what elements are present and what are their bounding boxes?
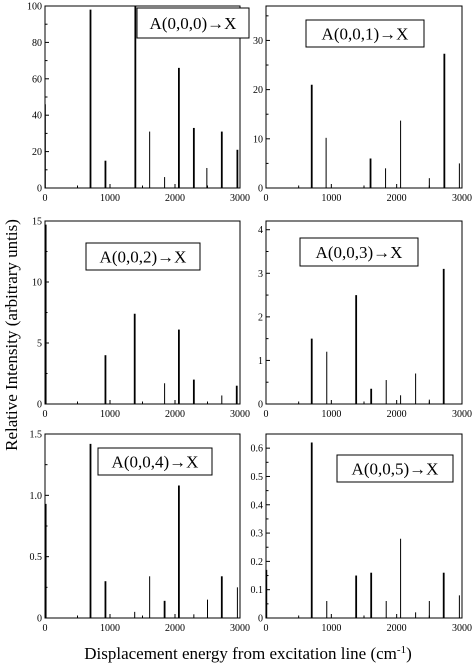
x-tick-label: 1000 (321, 409, 341, 420)
x-tick-label: 0 (264, 623, 269, 634)
y-tick-label: 0.4 (251, 500, 264, 511)
panel-title: A(0,0,0)→X (150, 14, 237, 33)
panel-title-box (136, 7, 250, 39)
panel-3: 0 1000 2000 3000 0 5 10 15 A(0,0,2)→X (32, 217, 250, 421)
y-tick-label: 60 (32, 74, 42, 85)
x-tick-label: 3000 (452, 409, 472, 420)
x-tick-label: 0 (43, 623, 48, 634)
panel-2: 0 1000 2000 3000 0 10 20 30 A(0,0,1)→X (253, 5, 472, 204)
x-tick-label: 2000 (387, 193, 407, 204)
y-tick-label: 0.5 (251, 472, 264, 483)
panel-title-box (336, 454, 454, 483)
x-axis-label: Displacement energy from excitation line… (84, 644, 412, 663)
y-tick-label: 0 (258, 184, 263, 195)
panel-title-box (85, 242, 201, 271)
y-tick-label: 0.5 (30, 552, 43, 563)
y-tick-label: 20 (32, 147, 42, 158)
x-tick-label: 3000 (452, 623, 472, 634)
y-axis-label: Relative Intensity (arbitrary untis) (2, 219, 21, 451)
panel-title-box (305, 19, 425, 48)
y-tick-label: 0 (37, 400, 42, 411)
y-tick-label: 0.6 (251, 444, 264, 455)
x-tick-label: 0 (43, 409, 48, 420)
x-tick-label: 3000 (230, 623, 250, 634)
y-tick-label: 1.5 (30, 430, 43, 441)
panel-title: A(0,0,5)→X (352, 460, 439, 479)
x-tick-label: 2000 (165, 623, 185, 634)
panel-1: 0 1000 2000 3000 0 20 40 60 80 100 A(0,0,0)→X (27, 2, 250, 205)
y-tick-label: 0.1 (251, 585, 264, 596)
y-tick-label: 4 (258, 225, 263, 236)
y-tick-label: 5 (37, 339, 42, 350)
x-tick-label: 0 (43, 193, 48, 204)
panel-title: A(0,0,1)→X (322, 25, 409, 44)
panel-5: 0 1000 2000 3000 0 0.5 1.0 1.5 A(0,0,4)→X (30, 430, 251, 635)
x-tick-label: 2000 (165, 193, 185, 204)
x-tick-label: 1000 (100, 409, 120, 420)
y-tick-label: 30 (253, 36, 263, 47)
x-tick-label: 1000 (321, 623, 341, 634)
x-tick-label: 2000 (387, 409, 407, 420)
y-tick-label: 10 (253, 134, 263, 145)
panel-4: 0 1000 2000 3000 0 1 2 3 4 A(0,0,3)→X (258, 220, 472, 420)
y-tick-label: 0.3 (251, 529, 264, 540)
panel-title-box (97, 447, 213, 476)
y-tick-label: 1 (258, 356, 263, 367)
x-tick-label: 2000 (165, 409, 185, 420)
y-tick-label: 3 (258, 269, 263, 280)
x-tick-label: 0 (264, 409, 269, 420)
y-tick-label: 80 (32, 38, 42, 49)
panel-title: A(0,0,2)→X (100, 248, 187, 267)
x-tick-label: 1000 (100, 623, 120, 634)
y-tick-label: 15 (32, 217, 42, 228)
x-tick-label: 0 (264, 193, 269, 204)
y-tick-label: 10 (32, 278, 42, 289)
y-tick-label: 40 (32, 111, 42, 122)
y-tick-label: 20 (253, 85, 263, 96)
y-tick-label: 0.2 (251, 557, 264, 568)
x-axis-label-main: Displacement energy from excitation line… (84, 644, 397, 663)
x-axis-label-suffix: ) (406, 644, 412, 663)
panel-title: A(0,0,3)→X (316, 243, 403, 262)
x-tick-label: 1000 (321, 193, 341, 204)
x-axis-label-exponent: -1 (397, 644, 406, 656)
y-tick-label: 1.0 (30, 491, 43, 502)
x-tick-label: 2000 (387, 623, 407, 634)
x-tick-label: 1000 (100, 193, 120, 204)
x-tick-label: 3000 (230, 409, 250, 420)
y-tick-label: 0 (37, 184, 42, 195)
y-tick-label: 0 (37, 614, 42, 625)
x-tick-label: 3000 (230, 193, 250, 204)
y-tick-label: 0 (258, 400, 263, 411)
x-tick-label: 3000 (452, 193, 472, 204)
panel-title: A(0,0,4)→X (112, 453, 199, 472)
panel-title-box (299, 237, 419, 267)
y-tick-label: 2 (258, 312, 263, 323)
y-tick-label: 100 (27, 2, 42, 13)
panel-6: 0 1000 2000 3000 0 0.1 0.2 0.3 0.4 0.5 0.6 A(0,0,5)… (251, 433, 472, 634)
y-tick-label: 0 (258, 614, 263, 625)
